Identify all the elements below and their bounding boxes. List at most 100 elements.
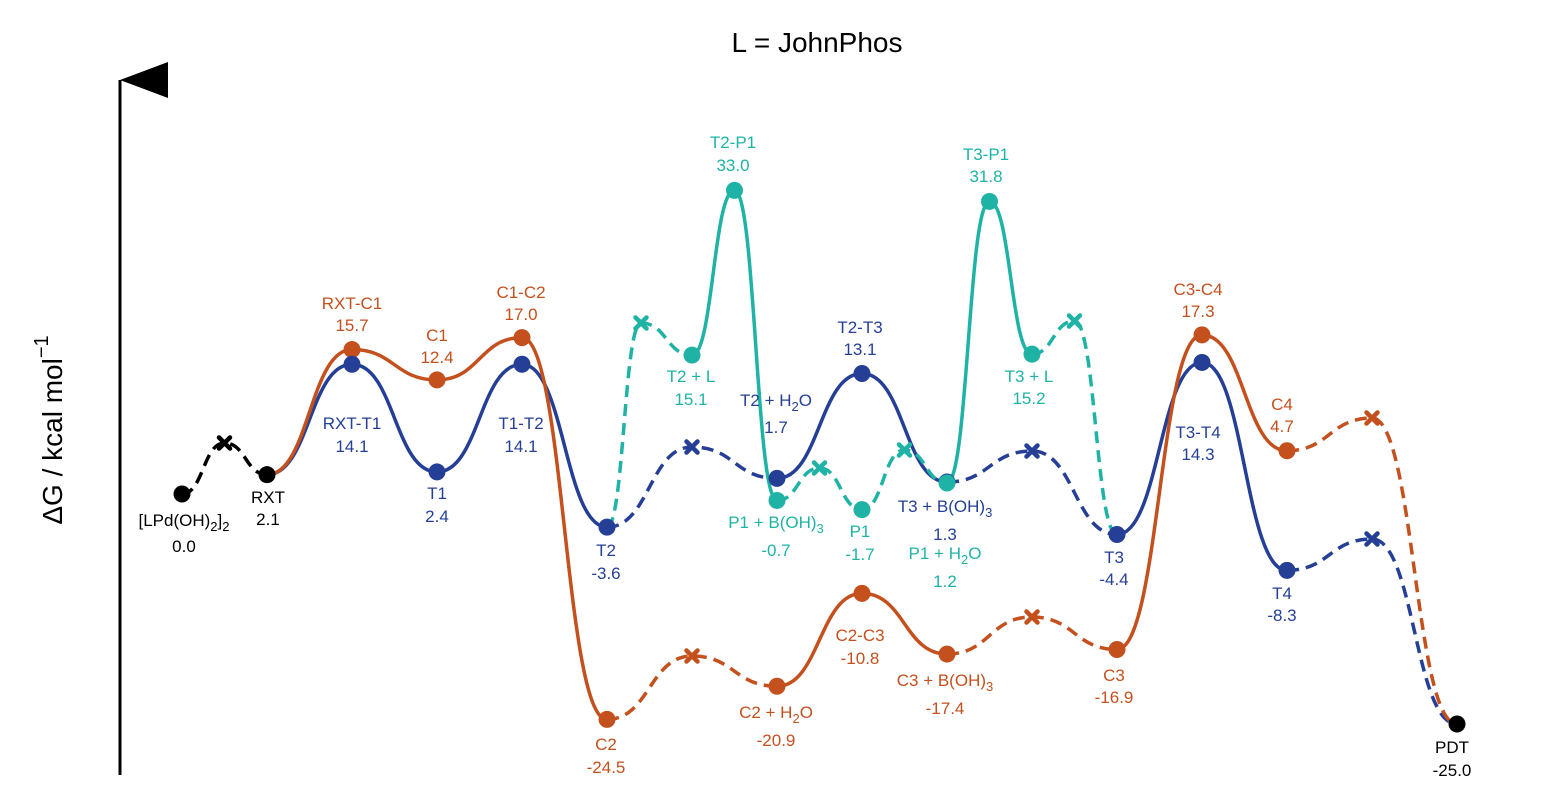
y-axis-label: ΔG / kcal mol−1 (31, 335, 68, 524)
value-p1h2o: 1.2 (933, 572, 957, 591)
value-c1-c2: 17.0 (504, 305, 537, 324)
crossing-x-orange-3 (1364, 410, 1380, 426)
label-t1-t2: T1-T2 (498, 414, 543, 433)
label-t3-p1: T3-P1 (963, 145, 1009, 164)
point-c3-c4 (1193, 326, 1211, 344)
value-t3-t4: 14.3 (1181, 445, 1214, 464)
point-pdt (1448, 715, 1466, 733)
value-c3boh: -17.4 (926, 699, 965, 718)
label-t3-t4: T3-T4 (1175, 423, 1220, 442)
label-c2: C2 (595, 735, 617, 754)
value-c3-c4: 17.3 (1181, 302, 1214, 321)
label-t2-t3: T2-T3 (837, 318, 882, 337)
y-axis-label-text: ΔG / kcal mol (37, 358, 68, 525)
chart-title: L = JohnPhos (732, 27, 903, 58)
value-t4: -8.3 (1267, 606, 1296, 625)
label-p1boh: P1 + B(OH)3 (728, 513, 824, 536)
value-t2: -3.6 (591, 564, 620, 583)
value-lpd: 0.0 (172, 537, 196, 556)
point-c2h2o (768, 677, 786, 695)
label-c3-c4: C3-C4 (1173, 280, 1222, 299)
value-rxt-c1: 15.7 (335, 316, 368, 335)
point-t2l (683, 346, 701, 364)
value-t3-p1: 31.8 (969, 167, 1002, 186)
value-c2-c3: -10.8 (841, 649, 880, 668)
label-t2l: T2 + L (667, 367, 716, 386)
crossing-x-teal-4 (1066, 313, 1083, 329)
point-t2 (598, 518, 616, 536)
label-c1: C1 (426, 326, 448, 345)
value-c3: -16.9 (1095, 688, 1134, 707)
label-c2h2o: C2 + H2O (739, 703, 813, 726)
point-c1-c2 (513, 329, 531, 347)
value-rxt-t1: 14.1 (335, 437, 368, 456)
value-t2-p1: 33.0 (716, 156, 749, 175)
crossing-x-teal-2 (811, 460, 828, 476)
label-pdt: PDT (1435, 738, 1469, 757)
label-c3boh: C3 + B(OH)3 (897, 671, 994, 694)
label-c1-c2: C1-C2 (496, 283, 545, 302)
value-p1boh: -0.7 (761, 541, 790, 560)
teal-dashed-path-1 (605, 321, 693, 529)
label-t4: T4 (1272, 584, 1292, 603)
value-t2-t3: 13.1 (843, 340, 876, 359)
point-t4 (1278, 561, 1296, 579)
value-t2h2o: 1.7 (764, 418, 788, 437)
teal-path-2 (946, 199, 1033, 485)
point-lpd (173, 485, 191, 503)
value-t3: -4.4 (1099, 570, 1128, 589)
point-rxt (258, 466, 276, 484)
crossing-x-blue-3 (1364, 531, 1380, 547)
crossing-x-teal-1 (633, 315, 649, 331)
value-t2l: 15.1 (674, 390, 707, 409)
blue-dashed-path-2 (946, 449, 1118, 537)
black-start-dashed-path (181, 441, 268, 496)
point-t1-t2 (513, 355, 531, 373)
point-t2-p1 (726, 181, 743, 199)
point-t3 (1108, 525, 1126, 543)
label-c3: C3 (1103, 666, 1125, 685)
teal-dashed-path-3 (1031, 319, 1118, 537)
crossing-x-blue-2 (1024, 443, 1040, 459)
crossing-x-blue-1 (684, 439, 700, 455)
value-c2h2o: -20.9 (757, 731, 796, 750)
value-p1: -1.7 (845, 545, 874, 564)
pathway-curves (181, 188, 1458, 726)
label-t3boh: T3 + B(OH)3 (898, 497, 993, 520)
pathway-markers (173, 181, 1466, 733)
label-t2h2o: T2 + H2O (740, 391, 812, 414)
label-t2: T2 (596, 541, 616, 560)
value-c2: -24.5 (587, 758, 626, 777)
point-t3-p1 (981, 192, 998, 210)
label-p1h2o: P1 + H2O (909, 544, 982, 567)
crossing-x-teal-3 (896, 442, 913, 458)
orange-path-1 (266, 335, 608, 722)
point-c3boh (938, 645, 956, 663)
point-c2 (598, 710, 616, 728)
point-t3l (1023, 345, 1041, 363)
point-t3-t4 (1193, 353, 1211, 371)
point-t2h2o (768, 469, 786, 487)
value-t3boh: 1.3 (933, 525, 957, 544)
y-axis-label-superscript: −1 (31, 335, 53, 358)
label-t3l: T3 + L (1005, 367, 1054, 386)
label-t2-p1: T2-P1 (710, 133, 756, 152)
crossing-x-black (216, 435, 233, 451)
point-t2-t3 (853, 364, 871, 382)
point-c2-c3 (853, 584, 871, 602)
label-c2-c3: C2-C3 (835, 626, 884, 645)
y-axis-label-group: ΔG / kcal mol−1 (31, 335, 68, 524)
label-rxt: RXT (251, 488, 285, 507)
teal-path-1 (691, 188, 779, 503)
blue-path-3 (1116, 360, 1288, 573)
state-labels: [LPd(OH)2]2 0.0 RXT 2.1 RXT-C1 15.7 C1 12.4 C1-C… (139, 133, 1472, 780)
orange-dashed-path-3 (1286, 416, 1458, 726)
point-c4 (1278, 442, 1296, 460)
value-c1: 12.4 (420, 348, 453, 367)
value-t1-t2: 14.1 (504, 437, 537, 456)
value-rxt: 2.1 (256, 510, 280, 529)
point-rxt-t1 (343, 355, 361, 373)
blue-path-2 (776, 371, 948, 484)
point-c1 (428, 371, 446, 389)
